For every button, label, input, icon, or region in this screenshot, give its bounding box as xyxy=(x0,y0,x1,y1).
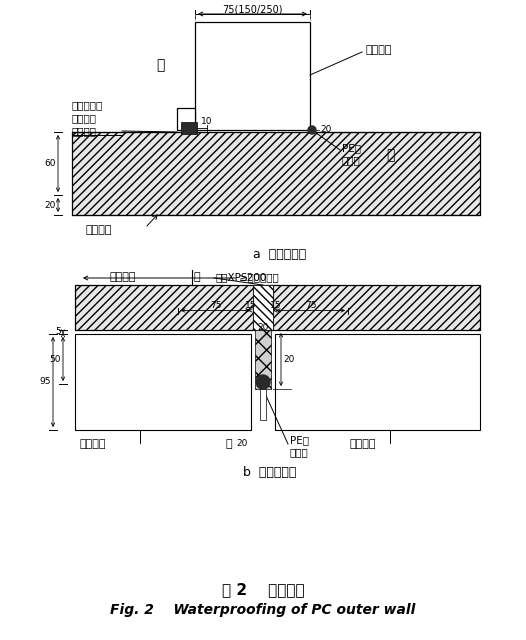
Text: 20: 20 xyxy=(320,125,331,134)
Text: 后装XPS板防止漏浆: 后装XPS板防止漏浆 xyxy=(215,272,279,282)
Text: 20: 20 xyxy=(283,355,295,364)
Text: 现浇部分: 现浇部分 xyxy=(85,225,112,235)
Bar xyxy=(255,330,271,389)
Text: 内: 内 xyxy=(193,272,200,282)
Text: 结构标高: 结构标高 xyxy=(72,126,97,136)
Text: 内: 内 xyxy=(156,58,164,72)
Circle shape xyxy=(308,126,316,134)
Text: 外: 外 xyxy=(225,439,231,449)
Text: 75: 75 xyxy=(305,301,316,310)
Text: 50: 50 xyxy=(49,355,61,364)
Text: a  水平缝防水: a 水平缝防水 xyxy=(254,248,307,262)
Bar xyxy=(260,389,266,420)
Bar xyxy=(72,132,480,215)
Text: 预制构件: 预制构件 xyxy=(80,439,106,449)
Text: 现浇部分: 现浇部分 xyxy=(110,272,137,282)
Text: 预制构件: 预制构件 xyxy=(365,45,391,55)
Bar xyxy=(195,22,310,130)
Text: 预制构件: 预制构件 xyxy=(350,439,377,449)
Text: 干性无收缩: 干性无收缩 xyxy=(72,100,103,110)
Text: 10: 10 xyxy=(201,118,213,127)
Text: 防水胶: 防水胶 xyxy=(342,155,361,165)
Bar xyxy=(75,285,480,330)
Circle shape xyxy=(256,375,270,389)
Text: PE棒: PE棒 xyxy=(290,435,309,445)
Text: 20: 20 xyxy=(45,200,56,209)
Text: 20: 20 xyxy=(257,323,269,332)
Bar xyxy=(181,122,197,134)
Text: 75(150/250): 75(150/250) xyxy=(222,4,283,14)
Text: ≥200: ≥200 xyxy=(239,273,267,283)
Text: PE棒: PE棒 xyxy=(342,143,361,153)
Text: 防水胶: 防水胶 xyxy=(290,447,309,457)
Text: 图 2    外墙防水: 图 2 外墙防水 xyxy=(221,582,305,598)
Bar xyxy=(275,334,480,430)
Text: 20: 20 xyxy=(236,440,247,449)
Bar xyxy=(253,285,273,330)
Text: 防水砂浆: 防水砂浆 xyxy=(72,113,97,123)
Text: 15: 15 xyxy=(245,301,256,310)
Text: 60: 60 xyxy=(45,159,56,168)
Text: 75: 75 xyxy=(210,301,221,310)
Text: 95: 95 xyxy=(39,378,51,387)
Text: Fig. 2    Waterproofing of PC outer wall: Fig. 2 Waterproofing of PC outer wall xyxy=(110,603,416,617)
Text: 15: 15 xyxy=(270,301,281,310)
Text: b  垂直缝防水: b 垂直缝防水 xyxy=(244,465,297,479)
Bar xyxy=(177,108,195,130)
Text: 5: 5 xyxy=(55,328,61,337)
Bar xyxy=(75,334,251,430)
Text: 外: 外 xyxy=(386,148,394,162)
